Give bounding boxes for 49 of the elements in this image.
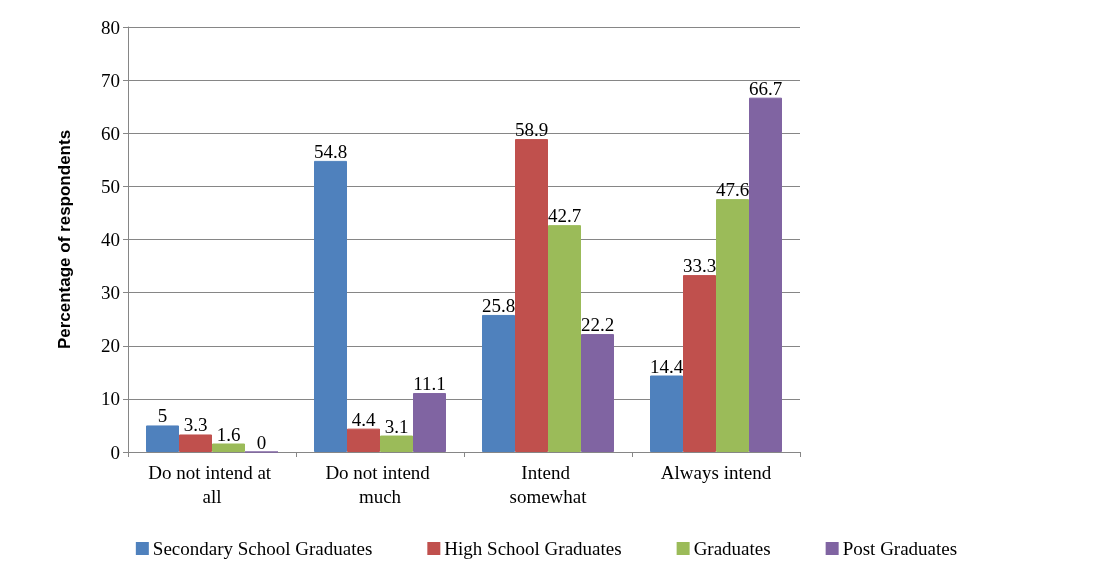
y-tick-label: 0 (110, 441, 120, 463)
y-tick-label: 50 (101, 175, 120, 197)
bar (212, 443, 245, 452)
bar (650, 375, 683, 452)
data-label: 14.4 (649, 355, 684, 377)
data-label: 54.8 (313, 140, 348, 162)
data-label: 0 (256, 431, 267, 453)
y-tick-label: 10 (101, 388, 120, 410)
bar (413, 393, 446, 452)
y-axis-title: Percentage of respondents (55, 129, 74, 350)
x-tick-label: Do not intend much (325, 461, 435, 507)
data-label: 58.9 (514, 119, 549, 141)
y-tick-label: 70 (101, 69, 120, 91)
bar (347, 428, 380, 452)
y-tick-label: 80 (101, 16, 120, 38)
data-label: 4.4 (351, 408, 376, 430)
bar (716, 199, 749, 452)
bar (581, 334, 614, 452)
data-label: 11.1 (413, 373, 446, 395)
x-tick-label: Intend somewhat (509, 461, 588, 507)
legend-label: Post Graduates (842, 538, 958, 559)
data-label: 66.7 (748, 77, 783, 99)
bar (482, 314, 515, 452)
data-label: 25.8 (481, 294, 516, 316)
bar (548, 225, 581, 452)
y-tick-label: 60 (101, 122, 120, 144)
data-label: 5 (157, 405, 168, 427)
y-tick-label: 30 (101, 282, 120, 304)
data-label: 3.1 (384, 415, 409, 437)
bar (380, 435, 413, 452)
legend-label: Secondary School Graduates (152, 538, 373, 559)
data-label: 42.7 (547, 205, 582, 227)
bar (683, 275, 716, 452)
y-tick-label: 20 (101, 335, 120, 357)
y-tick-label: 40 (101, 229, 120, 250)
legend-label: High School Graduates (444, 538, 622, 559)
legend-label: Graduates (693, 538, 771, 559)
data-label: 22.2 (580, 314, 615, 336)
x-tick-label: Do not intend at all (148, 461, 276, 507)
bar (314, 160, 347, 452)
data-label: 3.3 (183, 414, 208, 436)
data-label: 33.3 (682, 255, 717, 277)
data-label: 1.6 (216, 423, 241, 445)
bar (515, 139, 548, 452)
data-label: 47.6 (715, 179, 750, 201)
bar (179, 434, 212, 452)
bar (146, 425, 179, 452)
x-tick-label: Always intend (660, 461, 772, 483)
bar (749, 97, 782, 452)
